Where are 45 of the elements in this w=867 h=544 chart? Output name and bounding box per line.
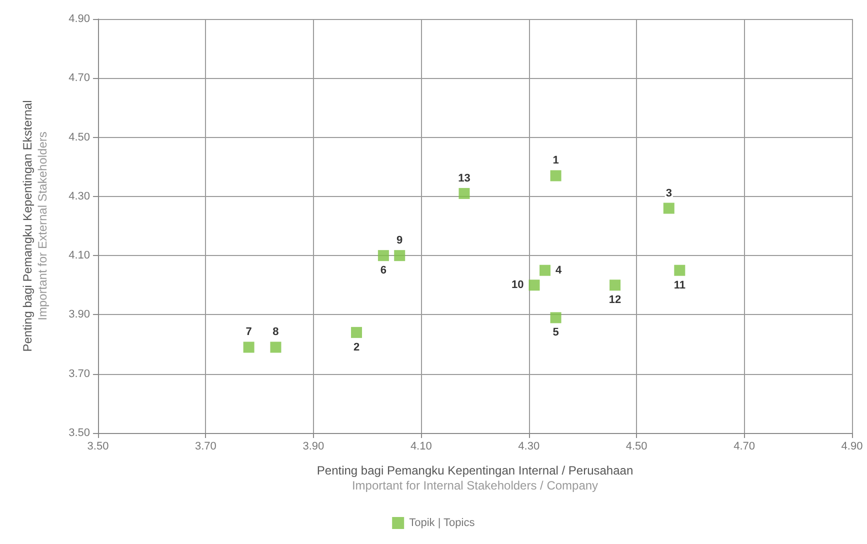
x-tick-label: 4.90 xyxy=(841,440,863,452)
point xyxy=(674,264,686,276)
annotation: 11 xyxy=(674,279,686,292)
annotation: 1 xyxy=(552,154,559,167)
y-tick-label: 4.10 xyxy=(68,250,90,262)
x-tick-label: 4.30 xyxy=(518,440,540,452)
y-tick-label: 4.70 xyxy=(68,72,90,84)
point xyxy=(378,250,389,262)
y-tick-label: 3.50 xyxy=(68,427,90,439)
annotation: 2 xyxy=(353,341,360,354)
annotation: 7 xyxy=(246,326,252,338)
point xyxy=(610,280,621,291)
annotation: 13 xyxy=(458,172,470,184)
y-axis-title: Penting bagi Pemangku Kepentingan Eksternal Important for External Stakeholders xyxy=(20,100,50,352)
annotation: 3 xyxy=(666,187,672,200)
annotation: 10 xyxy=(511,279,524,292)
point xyxy=(663,202,674,214)
x-tick-label: 3.70 xyxy=(195,440,216,452)
x-axis-title: Penting bagi Pemangku Kepentingan Internal / Perusahaan Important for Internal Stakeholders / Company xyxy=(316,464,634,492)
point xyxy=(540,264,551,276)
annotation: 4 xyxy=(556,264,563,276)
x-tick-label: 3.90 xyxy=(302,440,324,452)
point xyxy=(458,188,470,199)
annotation: 12 xyxy=(608,294,622,306)
point xyxy=(351,326,362,338)
point xyxy=(528,280,540,291)
y-tick-label: 4.30 xyxy=(68,190,90,202)
y-tick-label: 4.50 xyxy=(68,131,90,144)
point xyxy=(243,342,254,353)
point xyxy=(550,170,562,182)
y-tick-label: 3.90 xyxy=(68,308,90,321)
point xyxy=(394,250,406,262)
x-tick-label: 4.70 xyxy=(734,440,755,452)
y-tick-label: 3.70 xyxy=(68,368,90,380)
annotation: 5 xyxy=(552,326,559,339)
x-tick-label: 4.10 xyxy=(410,440,432,452)
y-tick-label: 4.90 xyxy=(68,13,90,25)
annotation: 9 xyxy=(396,234,403,247)
x-tick-label: 4.50 xyxy=(626,440,648,452)
point xyxy=(270,342,282,353)
point xyxy=(550,312,562,324)
legend-label: Topik | Topics xyxy=(409,517,476,529)
annotation: 8 xyxy=(272,326,279,338)
x-tick-label: 3.50 xyxy=(87,440,109,452)
annotation: 6 xyxy=(380,264,387,277)
